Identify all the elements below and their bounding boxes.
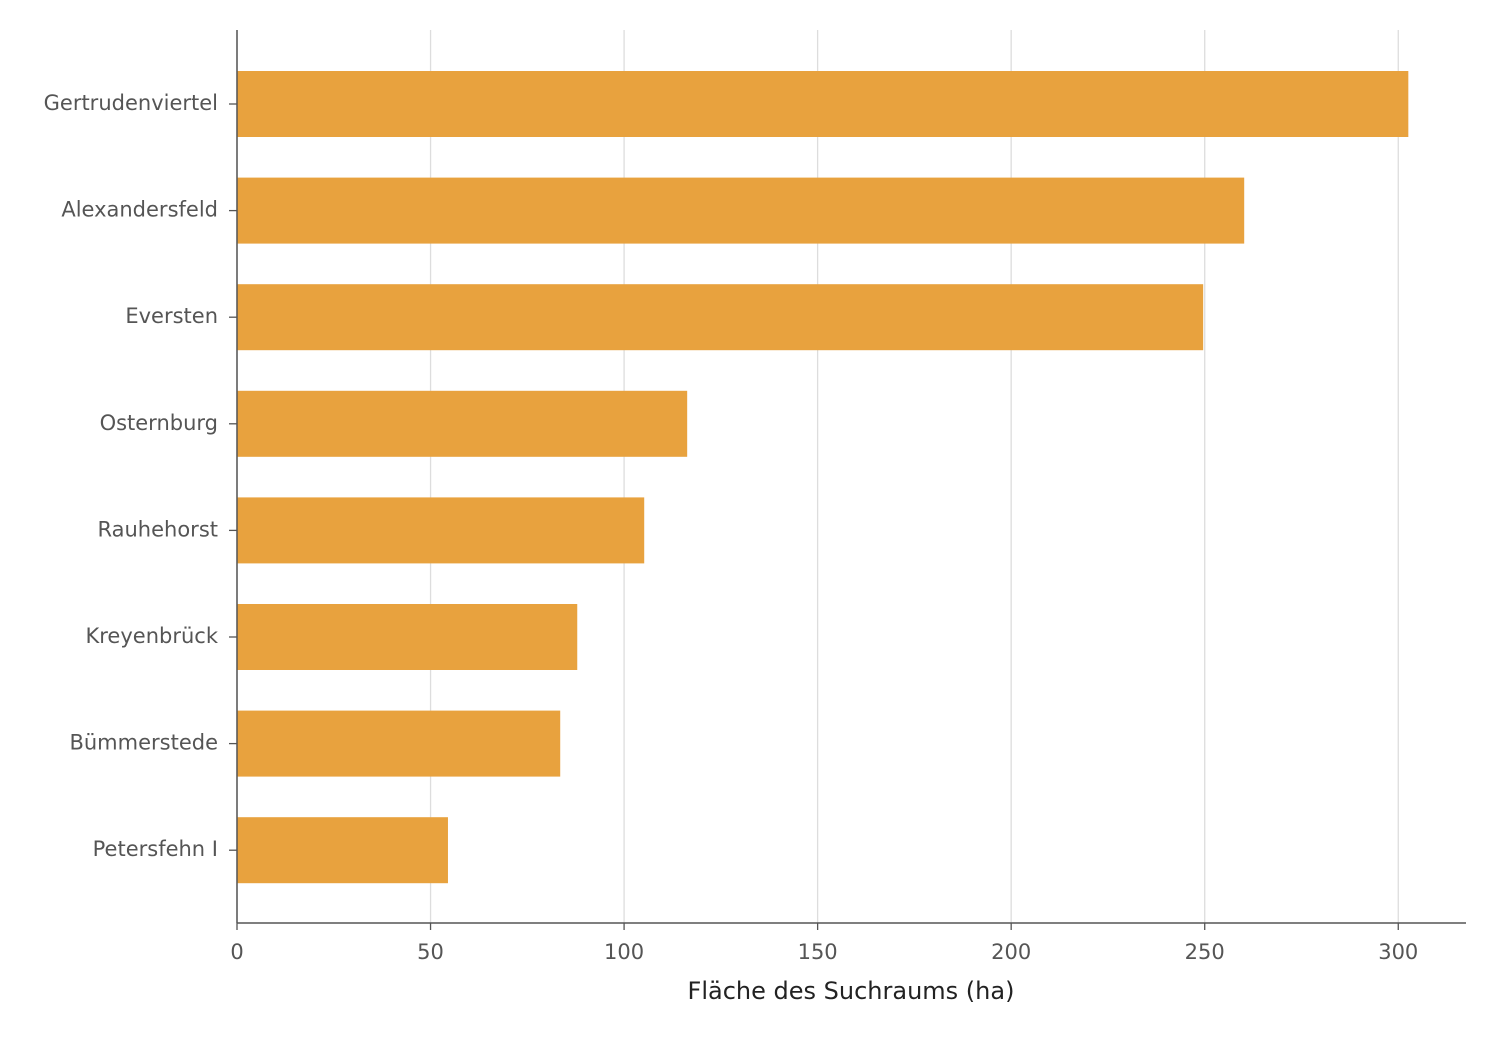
y-tick-label: Bümmerstede	[69, 731, 218, 755]
x-tick-label: 150	[798, 940, 838, 964]
x-tick-label: 250	[1185, 940, 1225, 964]
y-tick-label: Rauhehorst	[97, 517, 218, 541]
bar	[237, 817, 448, 884]
y-tick-label: Osternburg	[100, 411, 218, 435]
bar	[237, 284, 1204, 351]
x-tick-label: 200	[991, 940, 1031, 964]
bar	[237, 177, 1245, 244]
x-axis-label: Fläche des Suchraums (ha)	[688, 977, 1015, 1005]
x-tick-label: 300	[1378, 940, 1418, 964]
y-tick-label: Gertrudenviertel	[44, 91, 218, 115]
x-tick-label: 50	[417, 940, 444, 964]
bar	[237, 390, 688, 457]
x-tick-label: 100	[604, 940, 644, 964]
bar	[237, 604, 578, 670]
bar	[237, 71, 1409, 137]
bar	[237, 497, 645, 564]
y-tick-label: Eversten	[125, 304, 218, 328]
x-tick-label: 0	[230, 940, 243, 964]
y-tick-label: Petersfehn I	[93, 837, 218, 861]
y-tick-label: Kreyenbrück	[85, 624, 218, 648]
y-tick-label: Alexandersfeld	[61, 198, 218, 222]
bar	[237, 710, 561, 777]
